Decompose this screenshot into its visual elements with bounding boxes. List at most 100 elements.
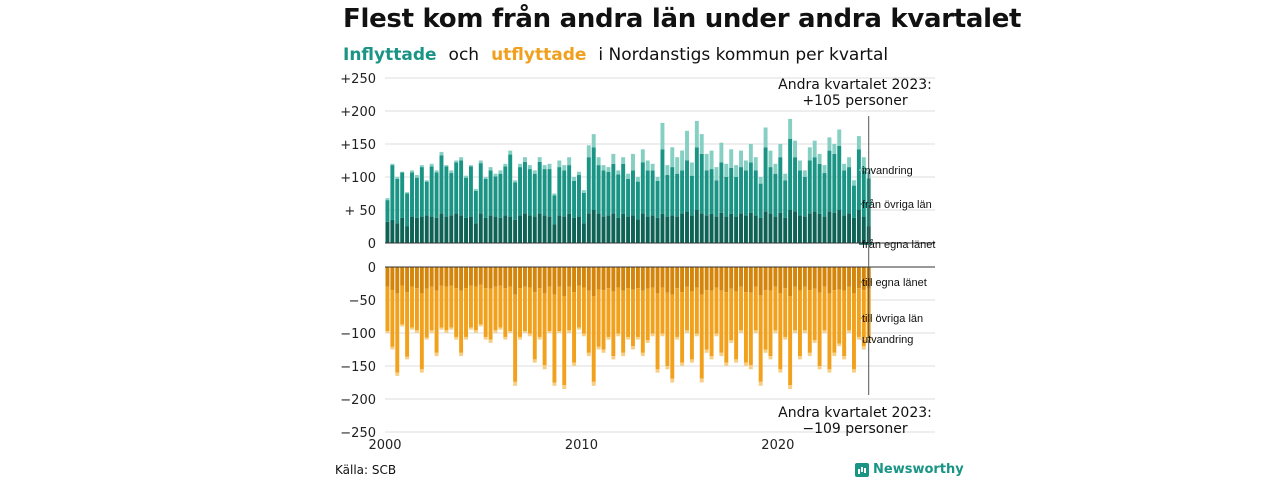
brand-logo[interactable]: Newsworthy [855, 462, 964, 477]
bar-out-utvandring [753, 330, 758, 333]
bar-in-ovriga [783, 180, 788, 218]
bar-out-egna [473, 267, 478, 287]
bar-in-invandring [596, 157, 601, 166]
bar-in-invandring [419, 165, 424, 168]
bar-in-invandring [670, 147, 675, 168]
bar-out-ovriga [439, 285, 444, 328]
bar-out-utvandring [562, 385, 567, 390]
bar-in-invandring [753, 157, 758, 171]
bar-in-invandring [832, 144, 837, 154]
bar-in-egna [498, 217, 503, 243]
bar-out-utvandring [395, 372, 400, 376]
bar-out-utvandring [832, 352, 837, 357]
bar-out-ovriga [414, 288, 419, 331]
bar-in-ovriga [483, 178, 488, 218]
bar-in-ovriga [473, 190, 478, 224]
bar-in-invandring [807, 147, 812, 161]
bar-in-invandring [626, 173, 631, 179]
bar-in-egna [665, 216, 670, 243]
y-tick-label-top: +250 [340, 72, 376, 87]
bar-in-invandring [743, 160, 748, 171]
bar-out-utvandring [709, 356, 714, 360]
bar-out-utvandring [817, 366, 822, 370]
bar-out-egna [577, 267, 581, 286]
bar-out-ovriga [724, 292, 729, 363]
bar-out-egna [812, 267, 817, 289]
bar-in-invandring [439, 151, 444, 156]
bar-out-ovriga [675, 288, 680, 337]
bar-out-ovriga [557, 286, 562, 332]
bar-out-egna [434, 267, 439, 291]
bar-in-egna [675, 216, 680, 243]
bar-in-ovriga [572, 180, 577, 218]
bar-in-ovriga [405, 193, 410, 227]
bar-in-egna [748, 212, 753, 243]
bar-out-ovriga [542, 293, 547, 366]
bar-out-ovriga [410, 286, 414, 328]
annotations: Andra kvartalet 2023:+105 personerAndra … [778, 77, 935, 437]
bar-in-invandring [856, 136, 861, 150]
bar-in-invandring [572, 177, 577, 181]
bar-in-ovriga [591, 147, 596, 210]
bar-out-ovriga [783, 288, 788, 337]
bar-out-utvandring [847, 330, 852, 333]
bar-in-egna [704, 215, 709, 243]
bar-out-ovriga [635, 288, 640, 337]
bar-out-utvandring [385, 331, 390, 333]
bar-out-utvandring [837, 343, 842, 347]
bar-out-utvandring [444, 330, 449, 333]
bar-out-ovriga [478, 284, 483, 325]
bar-in-egna [635, 219, 640, 243]
bar-out-egna [788, 267, 793, 297]
bar-out-egna [444, 267, 449, 287]
bar-in-egna [537, 213, 542, 243]
bar-in-egna [414, 217, 419, 243]
bar-in-invandring [410, 170, 414, 173]
bar-in-ovriga [837, 145, 842, 210]
bar-in-egna [473, 223, 478, 243]
bar-in-egna [439, 213, 444, 243]
bar-out-utvandring [640, 352, 645, 357]
bar-out-utvandring [464, 336, 468, 340]
bar-out-egna [429, 267, 434, 287]
bar-in-egna [827, 211, 832, 243]
bar-out-utvandring [601, 349, 606, 353]
bar-in-egna [640, 213, 645, 243]
bar-out-egna [483, 267, 488, 289]
bar-out-utvandring [621, 352, 626, 357]
bar-out-utvandring [488, 339, 493, 343]
annotation-bottom-line1: Andra kvartalet 2023: [778, 405, 932, 421]
bar-out-ovriga [842, 290, 847, 357]
bar-out-egna [468, 267, 473, 286]
bar-in-ovriga [621, 163, 626, 214]
bar-out-utvandring [586, 352, 591, 357]
bar-out-utvandring [424, 337, 429, 340]
bar-in-invandring [685, 130, 689, 161]
bar-in-egna [522, 213, 527, 243]
bar-out-egna [793, 267, 798, 287]
bar-in-egna [729, 213, 734, 243]
bar-out-egna [763, 267, 768, 291]
bar-out-utvandring [773, 330, 778, 333]
bar-in-invandring [797, 160, 802, 171]
bar-out-utvandring [719, 352, 724, 357]
bar-in-invandring [577, 171, 581, 176]
bar-out-egna [581, 267, 586, 288]
bar-in-egna [557, 215, 562, 243]
bar-in-egna [861, 216, 866, 243]
bar-in-invandring [783, 173, 788, 181]
bar-in-egna [680, 213, 685, 243]
subtitle-och: och [448, 45, 480, 65]
bar-in-invandring [778, 144, 783, 158]
y-tick-label-bottom: −50 [349, 294, 376, 309]
bar-in-invandring [464, 175, 468, 178]
bar-in-egna [842, 215, 847, 243]
bar-in-egna [454, 213, 459, 243]
bar-out-utvandring [768, 356, 773, 360]
bar-out-egna [640, 267, 645, 291]
bar-in-invandring [847, 157, 852, 168]
bar-in-ovriga [542, 169, 547, 216]
bar-out-utvandring [390, 346, 395, 350]
bar-in-egna [621, 213, 626, 243]
bar-in-egna [606, 215, 611, 243]
